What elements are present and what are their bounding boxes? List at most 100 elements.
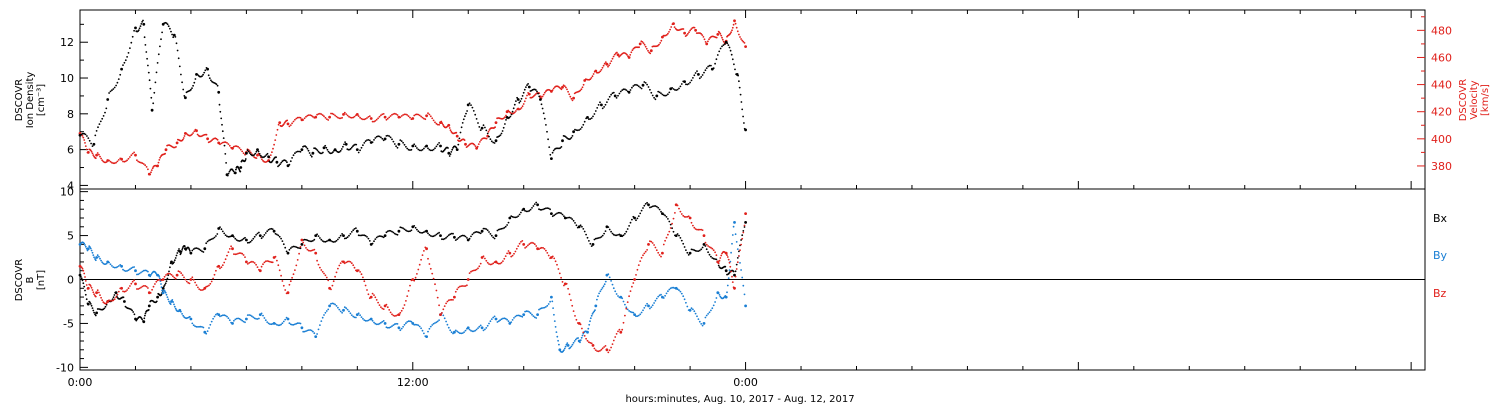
- bx-point: [292, 245, 295, 248]
- bx-point: [464, 235, 467, 238]
- velocity-point: [307, 114, 310, 116]
- by-point: [158, 276, 161, 278]
- by-point: [309, 329, 312, 331]
- ion-density-point: [246, 149, 249, 152]
- ion-density-point: [665, 94, 668, 97]
- bz-point: [108, 299, 110, 302]
- velocity-tick-label: 380: [1431, 160, 1452, 173]
- ion-density-point: [472, 110, 475, 112]
- bx-point: [337, 238, 339, 241]
- velocity-point: [233, 145, 235, 148]
- ion-density-point: [622, 88, 625, 91]
- by-point: [307, 329, 310, 331]
- bx-point: [457, 237, 460, 239]
- bx-point: [635, 219, 637, 222]
- bx-point: [317, 235, 320, 238]
- ion-density-point: [291, 157, 293, 159]
- bx-point: [144, 314, 146, 317]
- bx-point: [642, 207, 644, 209]
- bx-point: [224, 234, 227, 237]
- ion-density-point: [317, 150, 320, 153]
- ion-density-point: [418, 149, 421, 152]
- velocity-point: [303, 117, 306, 120]
- ion-density-point: [381, 137, 384, 140]
- ion-density-point: [342, 145, 344, 148]
- by-point: [552, 307, 554, 309]
- ion-density-point: [510, 113, 513, 116]
- ion-density-point: [98, 123, 101, 125]
- velocity-point: [289, 124, 292, 126]
- bx-point: [657, 206, 660, 209]
- bx-point: [85, 298, 88, 301]
- by-point: [602, 285, 605, 288]
- by-point: [234, 318, 237, 321]
- ion-density-point: [594, 110, 597, 112]
- by-point: [172, 301, 175, 303]
- velocity-point: [205, 133, 208, 136]
- bx-point: [258, 234, 262, 238]
- velocity-point: [643, 43, 646, 46]
- bz-point: [414, 276, 417, 279]
- by-point: [474, 329, 477, 332]
- velocity-point: [513, 111, 516, 114]
- velocity-point: [302, 119, 305, 121]
- ion-density-point: [739, 93, 742, 96]
- bx-point: [428, 234, 431, 236]
- velocity-point: [702, 36, 705, 38]
- by-point: [362, 317, 364, 320]
- bx-point: [312, 239, 314, 242]
- by-point: [545, 306, 547, 308]
- velocity-point: [298, 116, 300, 119]
- ion-density-point: [147, 64, 149, 67]
- ion-density-point: [94, 134, 97, 137]
- by-point: [515, 314, 518, 317]
- bx-point: [357, 234, 360, 237]
- by-point: [396, 323, 399, 325]
- bz-point: [350, 262, 353, 265]
- by-point: [323, 314, 325, 316]
- velocity-point: [150, 171, 152, 174]
- by-point: [145, 269, 148, 272]
- velocity-point: [380, 114, 382, 117]
- velocity-point: [523, 100, 526, 103]
- bz-point: [528, 243, 531, 246]
- bz-point: [438, 304, 440, 307]
- velocity-tick-label: 460: [1431, 51, 1452, 64]
- by-point: [639, 313, 642, 316]
- by-point: [698, 320, 701, 323]
- ion-density-point: [244, 158, 247, 160]
- velocity-point: [687, 32, 689, 35]
- bz-point: [305, 247, 307, 249]
- bz-point: [607, 351, 610, 354]
- by-point: [489, 320, 492, 323]
- bx-series: [78, 201, 747, 324]
- velocity-point: [601, 66, 604, 69]
- bx-point: [431, 235, 434, 238]
- density-tick-label: 8: [67, 108, 74, 121]
- bz-point: [529, 242, 532, 245]
- bx-point: [221, 230, 224, 233]
- bz-point: [416, 273, 418, 275]
- bz-point: [731, 281, 734, 283]
- by-point: [521, 315, 524, 318]
- by-point: [138, 272, 141, 275]
- velocity-point: [182, 137, 185, 139]
- bx-point: [132, 311, 135, 313]
- ion-density-point: [468, 102, 471, 105]
- bz-point: [262, 263, 264, 266]
- bx-point: [556, 212, 558, 215]
- bz-point: [496, 262, 499, 265]
- bz-point: [678, 207, 680, 210]
- velocity-point: [716, 33, 720, 36]
- bz-point: [740, 243, 742, 246]
- bx-point: [319, 237, 321, 239]
- ion-density-point: [512, 107, 515, 110]
- by-point: [223, 314, 226, 317]
- ion-density-point: [552, 149, 555, 152]
- ion-density-point: [362, 144, 364, 147]
- bx-point: [215, 235, 217, 237]
- bz-point: [316, 259, 318, 262]
- bz-point: [474, 269, 477, 272]
- bx-point: [147, 309, 150, 311]
- ion-density-point: [231, 169, 234, 172]
